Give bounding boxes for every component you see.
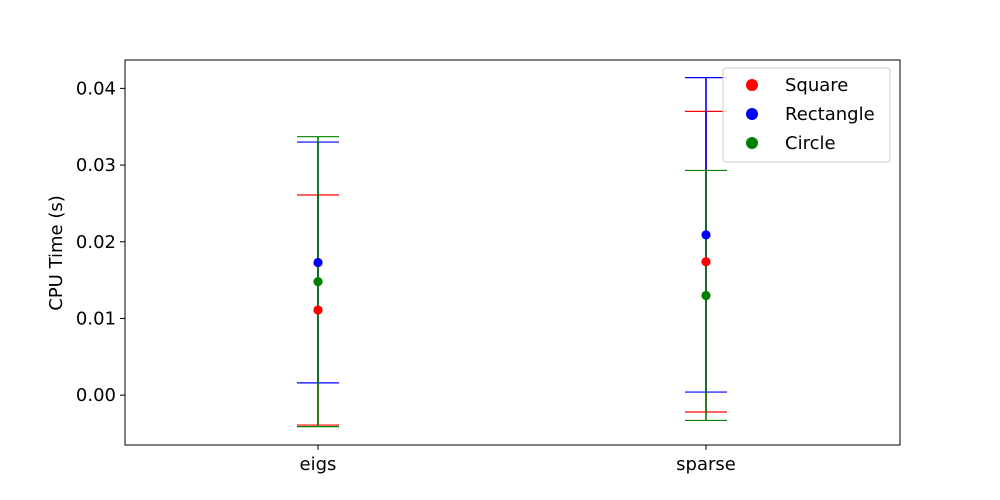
point-square-sparse [701, 257, 711, 267]
axes: 0.00 0.01 0.02 0.03 0.04 eigs sparse [76, 59, 901, 475]
legend-marker-circle [746, 137, 758, 149]
legend-label-circle: Circle [785, 133, 836, 154]
plot-area [297, 77, 727, 428]
y-tick-label: 0.00 [76, 385, 116, 406]
legend-label-square: Square [785, 75, 848, 96]
x-tick-label: eigs [300, 454, 337, 475]
y-tick-label: 0.04 [76, 78, 116, 99]
legend-marker-square [746, 79, 758, 91]
x-tick-label: sparse [676, 454, 736, 475]
y-tick-label: 0.01 [76, 308, 116, 329]
legend-label-rectangle: Rectangle [785, 104, 875, 125]
point-rectangle-sparse [701, 230, 711, 240]
legend: Square Rectangle Circle [722, 67, 891, 163]
point-square-eigs [313, 305, 323, 315]
legend-box [722, 67, 891, 163]
legend-marker-rectangle [746, 108, 758, 120]
point-circle-eigs [313, 277, 323, 287]
point-rectangle-eigs [313, 257, 323, 268]
y-tick-label: 0.03 [76, 155, 116, 176]
y-axis-label: CPU Time (s) [46, 195, 67, 311]
y-tick-label: 0.02 [76, 232, 116, 253]
plot-frame [124, 59, 901, 446]
point-circle-sparse [701, 290, 711, 301]
